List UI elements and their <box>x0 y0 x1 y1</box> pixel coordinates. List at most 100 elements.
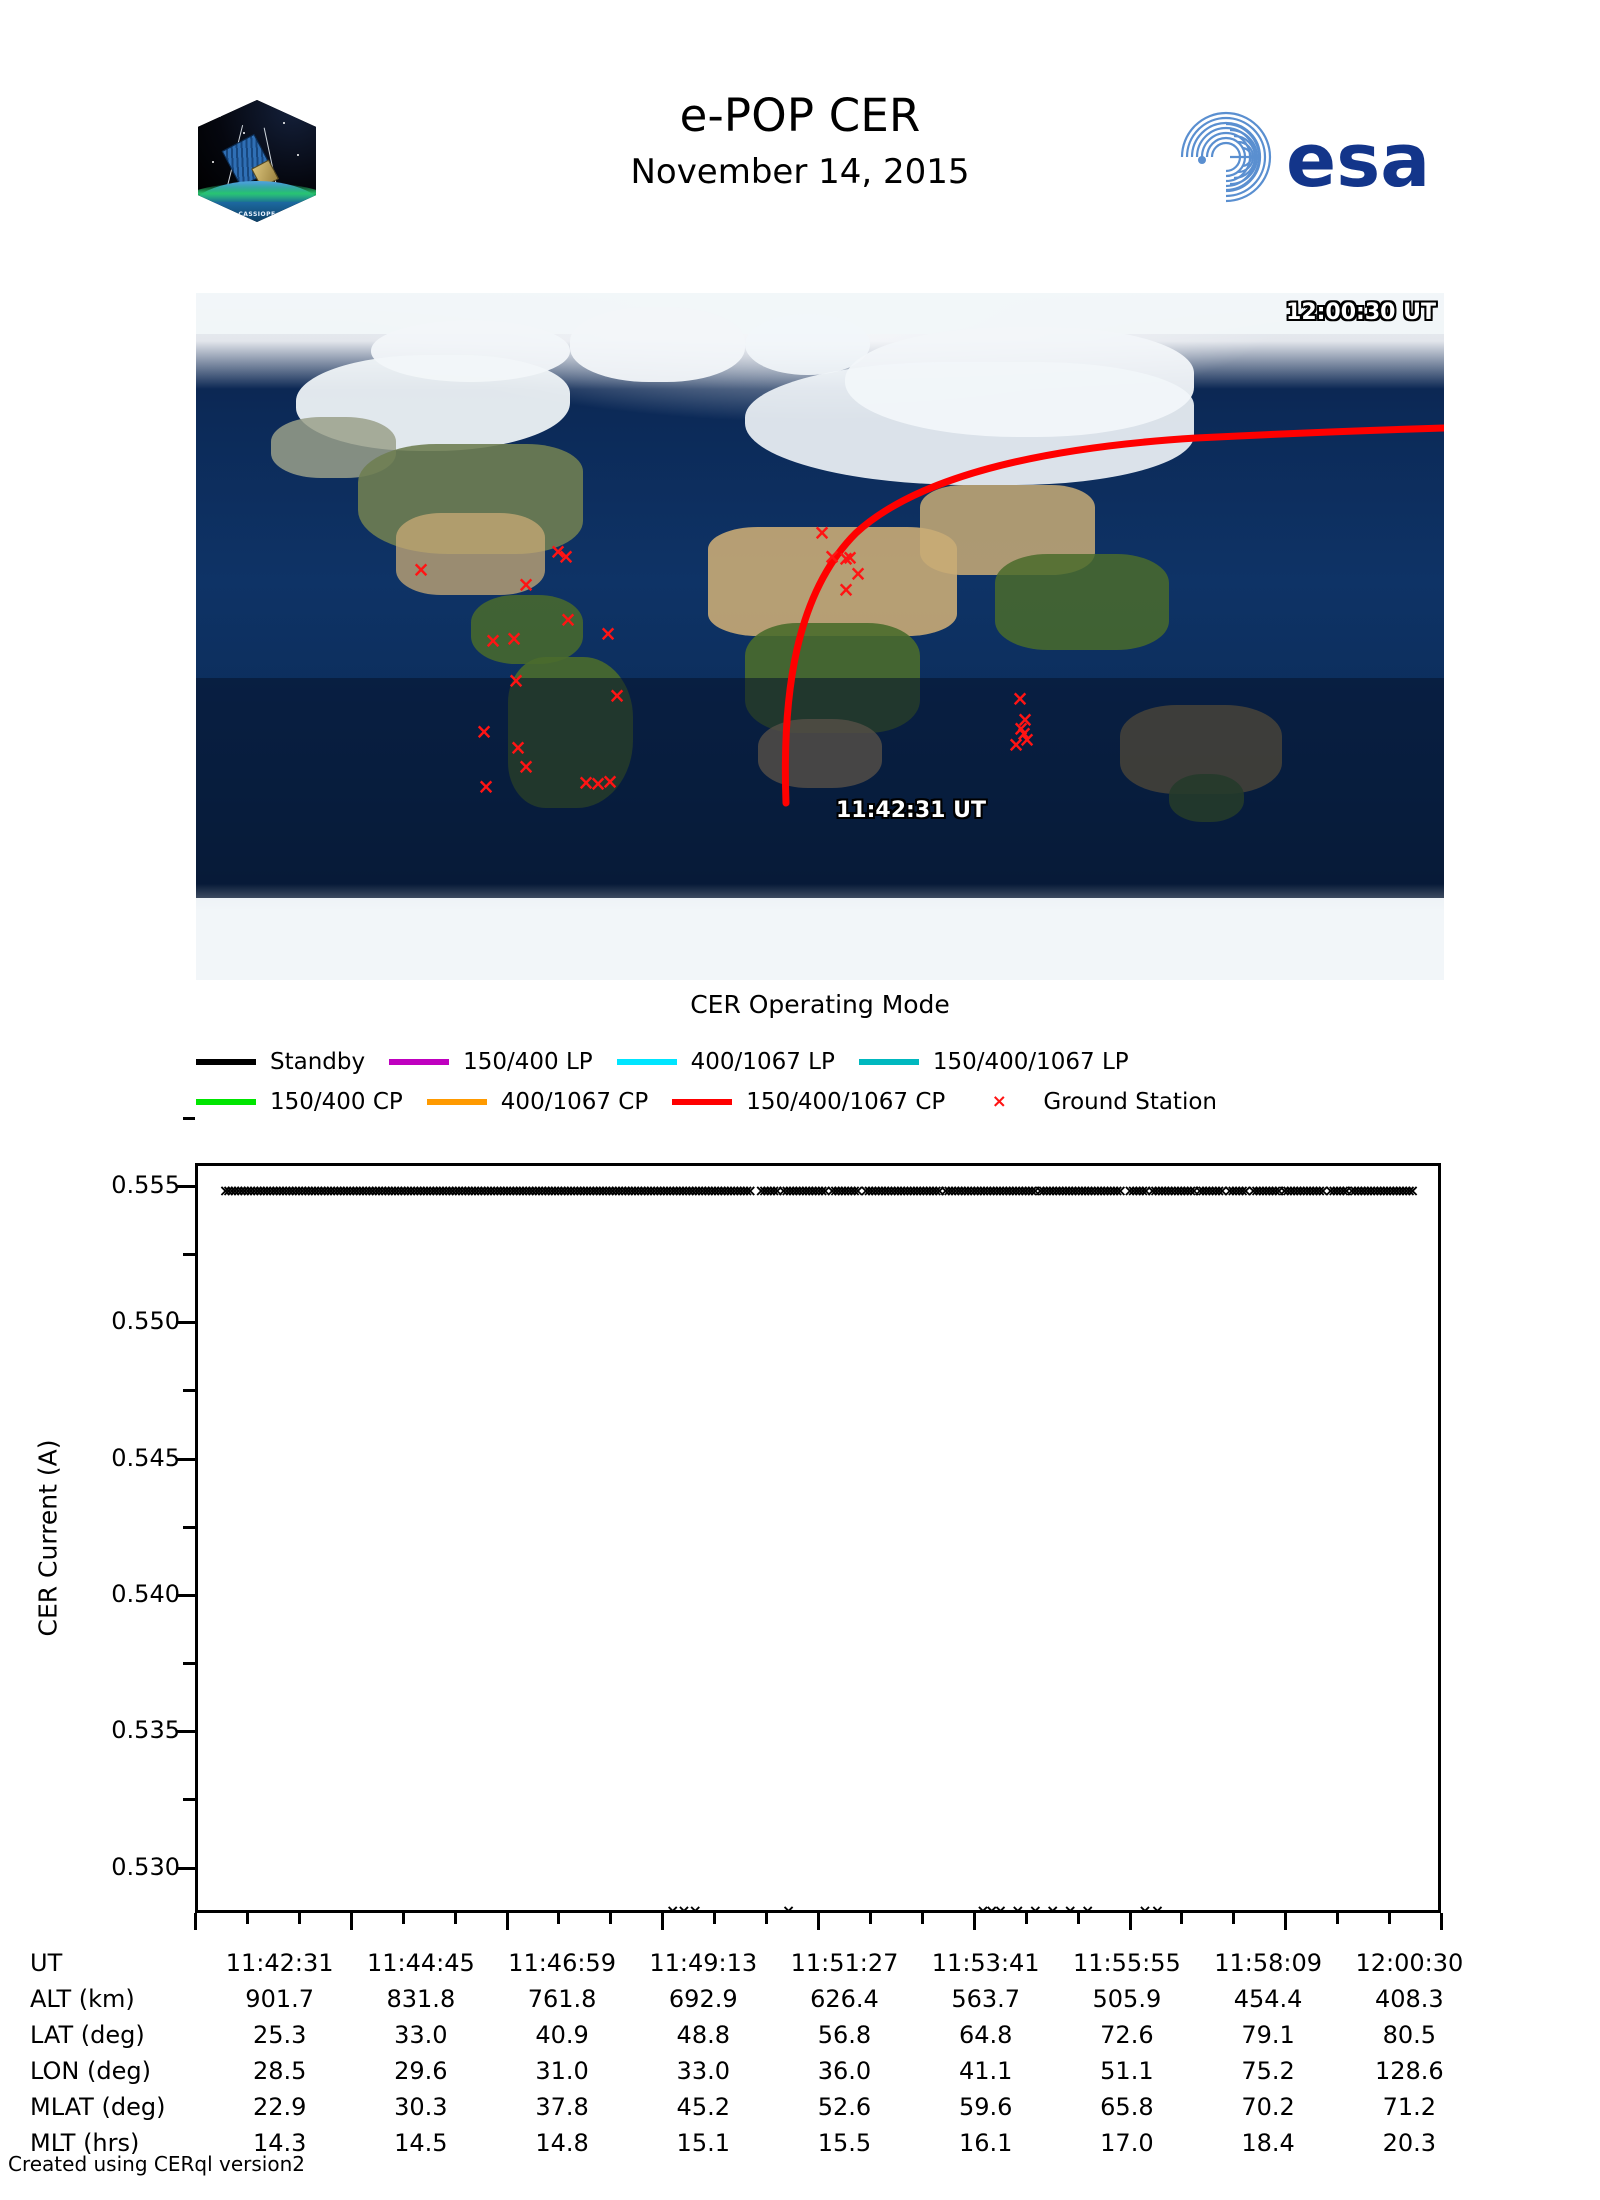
legend-item-label: 150/400 CP <box>270 1089 403 1115</box>
data-point-marker: × <box>644 1180 658 1200</box>
data-point-marker: × <box>714 1180 729 1200</box>
data-point-marker: × <box>1265 1180 1280 1200</box>
data-point-marker: × <box>311 1180 325 1200</box>
data-point-marker: × <box>353 1180 367 1200</box>
ephemeris-table: UT 11:42:31 11:44:45 11:46:59 11:49:13 11:51:… <box>30 1945 1480 2161</box>
data-point-marker: × <box>433 1180 447 1200</box>
data-point-marker: × <box>516 1180 530 1200</box>
x-axis-minor-tick <box>297 1913 301 1924</box>
data-point-marker: × <box>1389 1180 1404 1200</box>
data-point-marker: × <box>1081 1180 1095 1200</box>
data-point-marker: × <box>1029 1902 1042 1910</box>
data-point-marker: × <box>907 1180 921 1200</box>
data-point-marker: × <box>276 1180 290 1200</box>
data-point-marker: × <box>381 1180 396 1200</box>
data-point-marker: × <box>417 1180 431 1200</box>
x-axis-minor-tick <box>713 1913 717 1924</box>
data-point-marker: × <box>996 1180 1010 1200</box>
data-point-marker: × <box>677 1902 690 1910</box>
data-point-marker: × <box>1277 1180 1292 1200</box>
data-point-marker: × <box>1148 1180 1163 1200</box>
data-point-marker: × <box>760 1180 775 1200</box>
cer-current-scatter-plot[interactable]: × × × × × × × × × × × × × × × × × × × × × × × × × × × × × × × × × × × × × × × ×… <box>195 1163 1441 1913</box>
data-point-marker: × <box>1084 1180 1099 1200</box>
data-point-marker: × <box>401 1180 415 1200</box>
cassiope-logo-art: CASSIOPE <box>198 100 316 222</box>
table-cell: 52.6 <box>817 2093 872 2121</box>
table-cell: 80.5 <box>1382 2021 1437 2049</box>
data-point-marker: × <box>673 1180 687 1200</box>
data-point-marker: × <box>1222 1180 1237 1200</box>
data-point-marker: × <box>1091 1180 1105 1200</box>
orbit-ground-track-map[interactable]: 12:00:30 UT 11:42:31 UT × × × × × × × × × × × × × × × ×… <box>196 293 1444 980</box>
y-axis-tick-label: 0.545 <box>111 1443 180 1472</box>
legend-item[interactable]: Standby <box>196 1049 365 1075</box>
legend-item-label: 400/1067 CP <box>500 1089 649 1115</box>
data-point-marker: × <box>1015 1180 1030 1200</box>
data-point-marker: × <box>1036 1180 1051 1200</box>
data-point-marker: × <box>548 1180 562 1200</box>
data-point-marker: × <box>1011 1902 1024 1910</box>
data-point-marker: × <box>825 1180 839 1200</box>
data-point-marker: × <box>913 1180 927 1200</box>
title-block: e-POP CER November 14, 2015 <box>420 92 1180 191</box>
data-point-marker: × <box>1046 1180 1060 1200</box>
data-point-marker: × <box>897 1180 911 1200</box>
data-point-marker: × <box>701 1180 716 1200</box>
legend-item[interactable]: 400/1067 LP <box>616 1049 835 1075</box>
table-cell: 51.1 <box>1100 2057 1154 2085</box>
data-point-marker: × <box>1113 1180 1127 1200</box>
ground-station-marker: × <box>599 621 617 646</box>
data-point-marker: × <box>237 1180 252 1200</box>
data-point-marker: × <box>525 1180 540 1200</box>
data-point-marker: × <box>743 1180 757 1200</box>
data-point-marker: × <box>1046 1902 1059 1910</box>
data-point-marker: × <box>1290 1180 1304 1200</box>
data-point-marker: × <box>481 1180 495 1200</box>
x-axis-minor-tick <box>1024 1913 1028 1924</box>
ephemeris-table-body: UT 11:42:31 11:44:45 11:46:59 11:49:13 11:51:… <box>30 1945 1480 2161</box>
data-point-marker: × <box>653 1180 668 1200</box>
header: CASSIOPE e-POP CER November 14, 2015 <box>0 0 1600 290</box>
data-point-marker: × <box>1333 1180 1347 1200</box>
data-point-marker: × <box>990 1180 1004 1200</box>
table-cell: 15.5 <box>817 2129 872 2157</box>
data-point-marker: × <box>1303 1180 1317 1200</box>
data-point-marker: × <box>1345 1180 1359 1200</box>
data-point-marker: × <box>783 1180 797 1200</box>
data-point-marker: × <box>634 1180 649 1200</box>
data-point-marker: × <box>881 1180 895 1200</box>
data-point-marker: × <box>796 1180 810 1200</box>
data-point-marker: × <box>818 1180 832 1200</box>
data-point-marker: × <box>1249 1180 1264 1200</box>
legend-item[interactable]: × Ground Station <box>969 1089 1217 1115</box>
table-row-label: UT <box>30 1949 63 1977</box>
data-point-marker: × <box>532 1180 546 1200</box>
data-point-marker: × <box>253 1180 268 1200</box>
data-point-marker: × <box>1062 1180 1076 1200</box>
data-point-marker: × <box>657 1180 671 1200</box>
data-point-marker: × <box>298 1180 313 1200</box>
y-axis-minor-tick <box>183 1389 195 1393</box>
table-row-label: MLAT (deg) <box>30 2093 166 2121</box>
legend-item[interactable]: 150/400/1067 CP <box>672 1089 945 1115</box>
legend-item[interactable]: 150/400 CP <box>196 1089 403 1115</box>
data-point-marker: × <box>628 1180 642 1200</box>
data-point-marker: × <box>301 1180 316 1200</box>
data-point-marker: × <box>413 1180 428 1200</box>
data-point-marker: × <box>1097 1180 1111 1200</box>
data-point-marker: × <box>1316 1180 1330 1200</box>
ground-station-marker: × <box>823 544 841 569</box>
data-point-marker: × <box>554 1180 569 1200</box>
data-point-marker: × <box>1209 1180 1223 1200</box>
ground-station-marker: × <box>507 668 525 693</box>
legend-item[interactable]: 400/1067 CP <box>426 1089 649 1115</box>
data-point-marker: × <box>868 1180 883 1200</box>
cassiope-logo-text: CASSIOPE <box>238 211 276 219</box>
table-cell: 11:58:09 <box>1214 1949 1322 1977</box>
data-point-marker: × <box>835 1180 849 1200</box>
legend-item[interactable]: 150/400 LP <box>389 1049 593 1075</box>
table-cell: 11:42:31 <box>225 1949 334 1977</box>
data-point-marker: × <box>650 1180 665 1200</box>
legend-item[interactable]: 150/400/1067 LP <box>858 1049 1129 1075</box>
